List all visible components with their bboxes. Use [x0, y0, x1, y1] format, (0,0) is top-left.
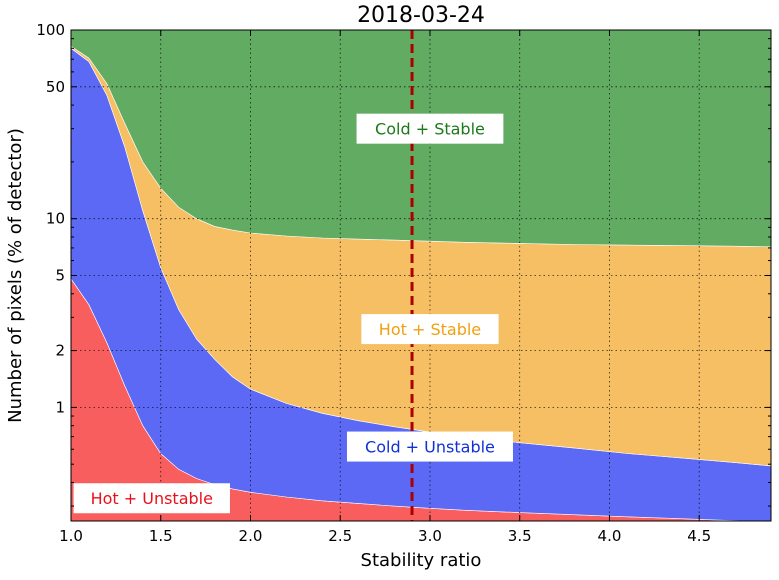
label-box-cold-stable — [356, 113, 504, 144]
annotation-layer: Cold + Stable Hot + Stable Cold + Unstable… — [73, 113, 513, 514]
x-tick-label: 1.5 — [149, 527, 173, 545]
y-tick-label: 1 — [55, 398, 65, 416]
y-tick-label: 10 — [46, 210, 65, 228]
chart-title: 2018-03-24 — [357, 3, 485, 28]
x-tick-label: 3.5 — [508, 527, 532, 545]
x-tick-label: 2.5 — [328, 527, 352, 545]
x-tick-label: 2.0 — [239, 527, 263, 545]
x-tick-label: 4.0 — [598, 527, 622, 545]
label-cold-unstable: Cold + Unstable — [365, 438, 495, 457]
label-box-hot-stable — [361, 314, 499, 345]
y-tick-label: 50 — [46, 78, 65, 96]
y-tick-label: 5 — [55, 267, 65, 285]
label-box-hot-unstable — [73, 483, 230, 514]
x-tick-label: 1.0 — [59, 527, 83, 545]
tick-layer: 1.0 1.5 2.0 2.5 3.0 3.5 4.0 4.5 1 2 5 10 50 100 — [36, 21, 771, 545]
x-tick-label: 4.5 — [687, 527, 711, 545]
grid-layer — [71, 30, 771, 521]
label-hot-stable: Hot + Stable — [379, 320, 481, 339]
y-tick-label: 2 — [55, 342, 65, 360]
label-cold-stable: Cold + Stable — [375, 120, 485, 139]
x-tick-label: 3.0 — [418, 527, 442, 545]
y-tick-label: 100 — [36, 21, 65, 39]
y-axis-label: Number of pixels (% of detector) — [5, 128, 26, 423]
x-axis-label: Stability ratio — [361, 550, 482, 571]
label-box-cold-unstable — [346, 431, 513, 462]
label-hot-unstable: Hot + Unstable — [91, 489, 213, 508]
